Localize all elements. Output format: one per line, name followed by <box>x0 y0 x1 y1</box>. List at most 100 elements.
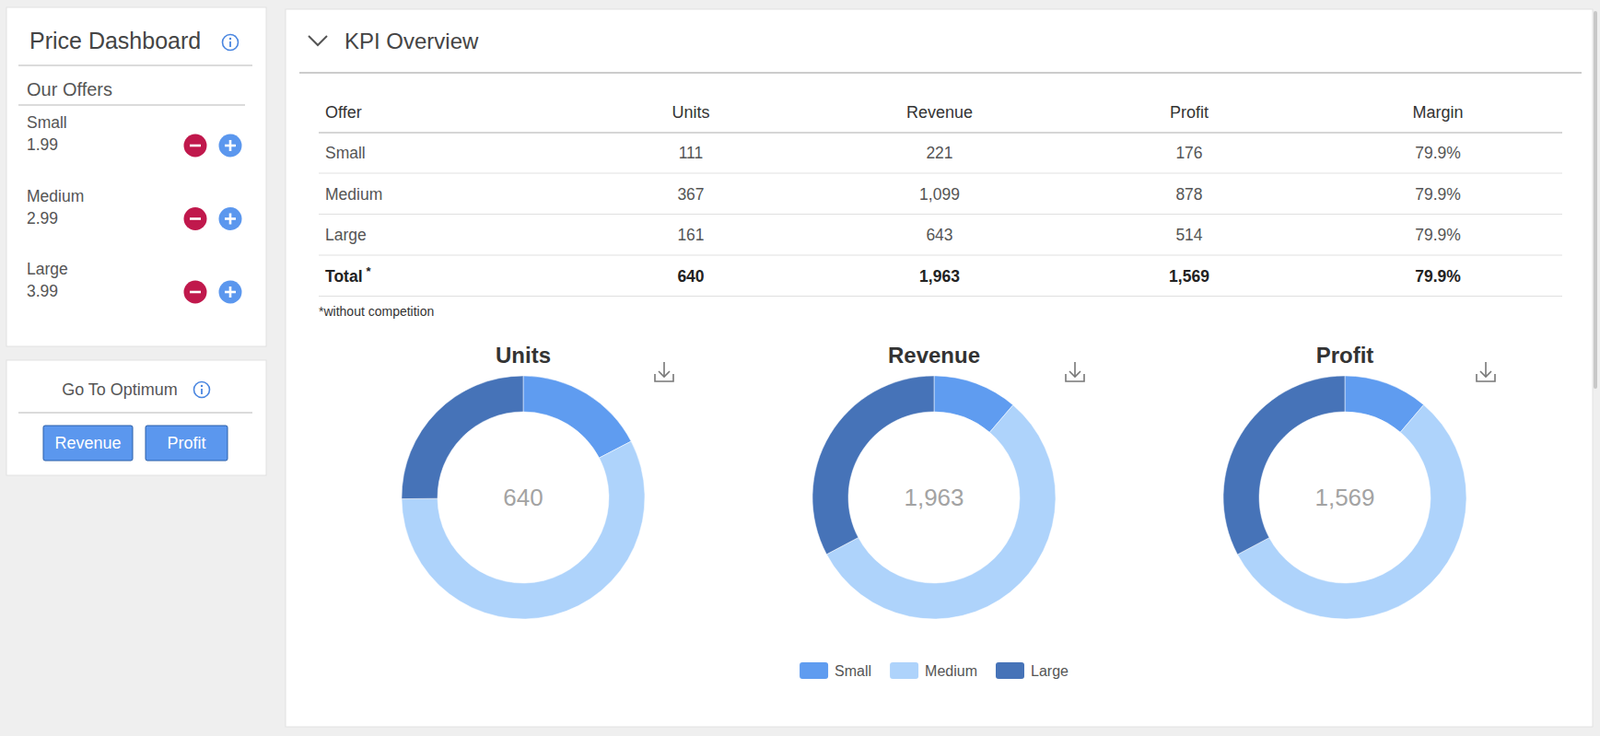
page: Price DashboardOur OffersSmall1.99Medium… <box>0 0 1600 736</box>
panel-title: Go To Optimum <box>61 380 178 399</box>
info-dot <box>200 385 203 387</box>
scrollbar[interactable] <box>1593 11 1598 389</box>
row-rule <box>318 295 1563 297</box>
donut-chart: Revenue 1,963 <box>812 342 1056 619</box>
info-stem <box>229 41 232 47</box>
offer-name: Medium <box>26 186 84 206</box>
arrow-head <box>658 371 670 377</box>
table-cell: 79.9% <box>1414 185 1461 204</box>
increase-button[interactable] <box>219 280 243 304</box>
table-cell: 176 <box>1175 143 1203 163</box>
decrease-button[interactable] <box>184 134 208 158</box>
button-circle <box>184 207 208 231</box>
table-cell: 79.9% <box>1414 225 1461 245</box>
offer-price: 3.99 <box>26 281 59 301</box>
minus <box>189 144 201 148</box>
total-cell: 640 <box>677 267 704 286</box>
button-circle <box>184 134 208 158</box>
info-icon[interactable] <box>194 382 211 398</box>
donut-chart: Profit1,569 <box>1223 342 1467 619</box>
chart-title: Units <box>495 342 551 368</box>
offer-price: 2.99 <box>26 209 59 228</box>
arrow-head <box>1069 371 1081 377</box>
table-cell: Medium <box>325 185 383 204</box>
button-circle <box>219 134 243 158</box>
footnote: *without competition <box>318 303 434 319</box>
increase-button[interactable] <box>219 134 243 158</box>
divider <box>299 71 1582 74</box>
button-circle <box>219 280 243 304</box>
download-icon[interactable] <box>1065 362 1085 382</box>
download-icon[interactable] <box>1476 362 1495 382</box>
offer-name: Large <box>26 259 69 279</box>
column-header: Revenue <box>906 103 973 122</box>
donut-slice <box>523 375 631 458</box>
offers-panel <box>6 7 267 347</box>
legend-label: Medium <box>924 663 978 679</box>
divider <box>18 64 253 67</box>
table-cell: 221 <box>925 143 953 163</box>
optimum-button[interactable]: Revenue <box>43 425 133 461</box>
plus-v <box>229 213 233 225</box>
total-cell: 79.9% <box>1414 267 1461 286</box>
chart-title: Revenue <box>887 342 981 368</box>
donut-chart: Units 640 <box>401 342 645 619</box>
button-label[interactable]: Profit <box>166 433 206 453</box>
increase-button[interactable] <box>219 207 243 231</box>
kpi-panel <box>285 9 1593 727</box>
table-cell: 367 <box>677 185 704 204</box>
donut-slice <box>1223 375 1345 555</box>
button-circle <box>184 280 208 304</box>
donut-slice <box>401 375 524 500</box>
panel-title: Price Dashboard <box>29 27 201 54</box>
legend-swatch <box>995 662 1025 679</box>
chart-title: Profit <box>1316 342 1375 368</box>
plus-v <box>229 140 233 152</box>
button-label[interactable]: Revenue <box>54 433 121 453</box>
collapse-chevron[interactable] <box>308 35 328 46</box>
total-cell: 1,569 <box>1168 267 1210 286</box>
optimum-panel <box>6 360 267 476</box>
legend-label: Large <box>1030 663 1069 679</box>
button-circle <box>219 207 243 231</box>
optimum-button[interactable]: Profit <box>145 425 228 461</box>
info-icon[interactable] <box>222 35 239 51</box>
legend-swatch <box>799 662 829 679</box>
divider <box>18 104 246 106</box>
decrease-button[interactable] <box>184 207 208 231</box>
arrow-stem <box>1484 362 1487 377</box>
minus <box>189 217 201 221</box>
legend-swatch <box>889 662 919 679</box>
legend-label: Small <box>834 663 872 679</box>
column-header: Margin <box>1412 103 1463 122</box>
info-circle <box>194 382 211 398</box>
arrow-stem <box>663 362 666 377</box>
arrow-stem <box>1074 362 1076 377</box>
table-cell: Small <box>325 143 366 163</box>
plus-v <box>229 286 233 298</box>
minus <box>189 291 201 294</box>
table-cell: 1,099 <box>919 185 960 204</box>
column-header: Units <box>671 103 710 122</box>
button-bg[interactable] <box>145 425 228 461</box>
table-cell: 161 <box>677 225 704 245</box>
header-rule <box>318 131 1563 134</box>
row-rule <box>318 213 1563 215</box>
download-icon[interactable] <box>654 362 674 382</box>
center-total: 1,963 <box>903 483 964 512</box>
center-total: 640 <box>502 483 543 512</box>
section-heading: Our Offers <box>26 79 113 100</box>
info-stem <box>200 388 203 395</box>
table-cell: 643 <box>925 225 953 245</box>
total-cell: 1,963 <box>919 267 960 286</box>
table-cell: 878 <box>1175 185 1203 204</box>
section-title: KPI Overview <box>344 28 479 54</box>
column-header: Offer <box>325 103 363 122</box>
button-bg[interactable] <box>43 425 133 461</box>
table-cell: 79.9% <box>1414 143 1461 163</box>
donut-slice <box>812 375 935 555</box>
table-cell: Large <box>325 225 367 245</box>
row-rule <box>318 173 1563 175</box>
total-label: Total <box>325 267 363 286</box>
decrease-button[interactable] <box>184 280 208 304</box>
